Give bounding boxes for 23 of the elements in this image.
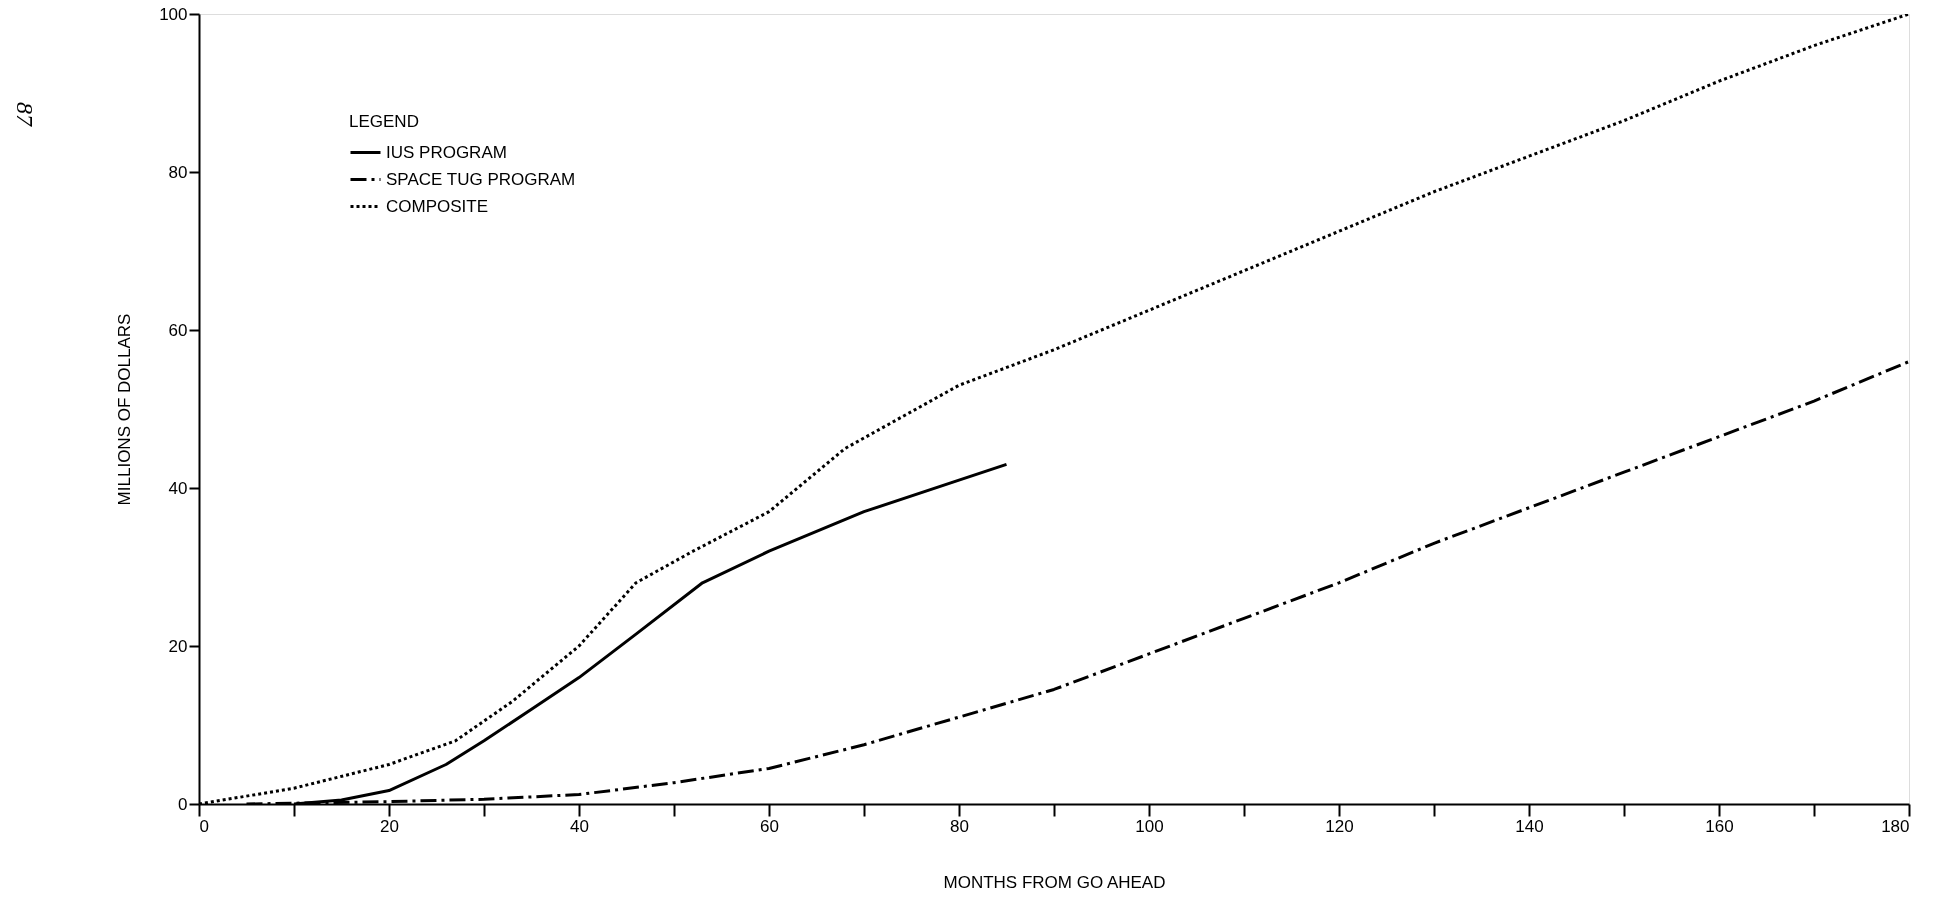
x-tick-label: 40 <box>570 816 589 836</box>
x-tick-label: 140 <box>1515 816 1544 836</box>
y-tick-label: 80 <box>168 162 188 182</box>
x-tick-label: 60 <box>760 816 779 836</box>
x-tick-label: 160 <box>1705 816 1734 836</box>
y-tick-label: 40 <box>168 478 188 498</box>
y-tick-label: 60 <box>168 320 188 340</box>
y-tick-label: 20 <box>168 636 188 656</box>
text: 87 <box>12 102 38 127</box>
legend-label: SPACE TUG PROGRAM <box>386 169 576 189</box>
x-tick-label: 100 <box>1135 816 1164 836</box>
x-tick-label: 180 <box>1881 816 1910 836</box>
x-axis-title: MONTHS FROM GO AHEAD <box>943 872 1166 892</box>
x-tick-label: 120 <box>1325 816 1354 836</box>
legend-title: LEGEND <box>349 112 419 131</box>
x-tick-label: 80 <box>950 816 969 836</box>
x-tick-label: 0 <box>199 816 209 836</box>
legend-label: COMPOSITE <box>386 196 489 216</box>
x-tick-label: 20 <box>380 816 399 836</box>
y-tick-label: 0 <box>178 794 188 814</box>
legend-label: IUS PROGRAM <box>386 142 507 162</box>
y-tick-label: 100 <box>159 4 188 24</box>
y-axis-title: MILLIONS OF DOLLARS <box>115 313 135 506</box>
